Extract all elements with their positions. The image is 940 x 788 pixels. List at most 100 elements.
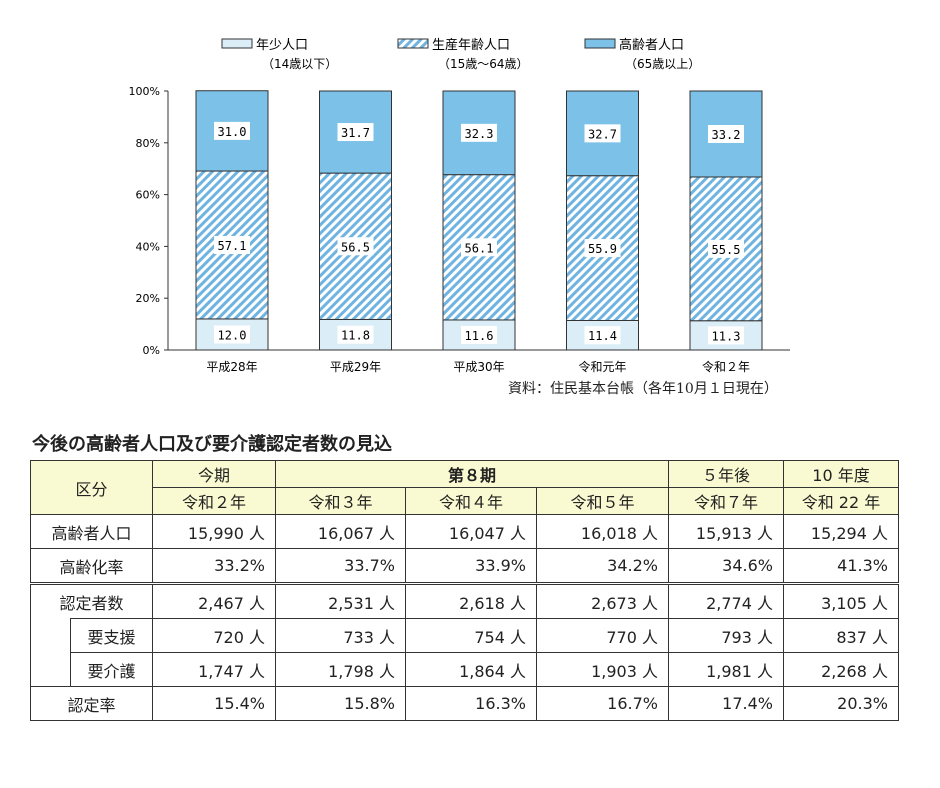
legend-swatch bbox=[584, 38, 616, 49]
year-header: 令和４年 bbox=[405, 487, 537, 515]
data-label: 32.3 bbox=[465, 127, 494, 141]
data-label: 57.1 bbox=[218, 239, 247, 253]
data-label-bg bbox=[214, 235, 250, 254]
data-label-bg bbox=[461, 238, 497, 257]
table-cell: 17.4% bbox=[668, 686, 784, 721]
year-header: 令和 22 年 bbox=[783, 487, 899, 515]
data-label-bg bbox=[461, 325, 497, 344]
table-cell: 16,018 人 bbox=[536, 514, 669, 549]
population-chart: 0% 20% 40% 60% 80% 100% 12.0 57.1 31.0 平成28年 11.8 5… bbox=[129, 37, 790, 374]
table-cell: 33.9% bbox=[405, 548, 537, 584]
table-cell: 754 人 bbox=[405, 618, 537, 653]
row-label: 要介護 bbox=[70, 652, 153, 687]
table-cell: 1,864 人 bbox=[405, 652, 537, 687]
table-cell: 720 人 bbox=[152, 618, 276, 653]
table-cell: 16,067 人 bbox=[275, 514, 406, 549]
data-label-bg bbox=[461, 123, 497, 142]
data-label: 11.4 bbox=[588, 329, 617, 343]
table-cell: 16.3% bbox=[405, 686, 537, 721]
data-label: 56.1 bbox=[465, 241, 494, 255]
indent-spacer bbox=[30, 618, 71, 687]
projection-table: 区分 今期 第８期 ５年後 10 年度 令和２年 令和３年 令和４年 令和５年 令和７年… bbox=[30, 460, 899, 721]
group-8th: 第８期 bbox=[275, 460, 669, 488]
y-tick-label: 100% bbox=[129, 85, 160, 98]
row-label: 高齢化率 bbox=[30, 548, 153, 584]
table-cell: 2,467 人 bbox=[152, 582, 276, 619]
table-cell: 15,294 人 bbox=[783, 514, 899, 549]
y-tick-label: 0% bbox=[143, 344, 160, 357]
table-cell: 733 人 bbox=[275, 618, 406, 653]
data-label-bg bbox=[584, 124, 621, 143]
legend-sublabel: （65歳以上） bbox=[625, 57, 700, 71]
data-label: 55.5 bbox=[712, 243, 741, 257]
x-tick-label: 平成30年 bbox=[453, 360, 504, 374]
group-10y: 10 年度 bbox=[783, 460, 899, 488]
table-cell: 2,774 人 bbox=[668, 582, 784, 619]
row-label: 認定率 bbox=[30, 686, 153, 721]
data-label: 11.8 bbox=[341, 329, 370, 343]
y-tick-label: 80% bbox=[136, 137, 160, 150]
header-kubun: 区分 bbox=[30, 460, 153, 515]
data-label: 33.2 bbox=[712, 128, 741, 142]
data-label-bg bbox=[708, 326, 744, 345]
data-label-bg bbox=[337, 237, 374, 256]
data-label-bg bbox=[214, 121, 250, 140]
table-cell: 2,531 人 bbox=[275, 582, 406, 619]
table-cell: 2,618 人 bbox=[405, 582, 537, 619]
year-header: 令和２年 bbox=[152, 487, 276, 515]
row-label: 要支援 bbox=[70, 618, 153, 653]
data-label-bg bbox=[337, 325, 374, 344]
table-cell: 1,903 人 bbox=[536, 652, 669, 687]
data-label: 55.9 bbox=[588, 242, 617, 256]
data-label-bg bbox=[708, 239, 744, 258]
table-cell: 1,981 人 bbox=[668, 652, 784, 687]
row-label: 認定者数 bbox=[30, 582, 153, 619]
legend-label: 年少人口 bbox=[256, 38, 308, 53]
legend-label: 高齢者人口 bbox=[619, 37, 684, 53]
data-label-bg bbox=[584, 326, 621, 345]
legend-swatch bbox=[397, 38, 429, 49]
legend-sublabel: （14歳以下） bbox=[262, 57, 337, 71]
table-title: 今後の高齢者人口及び要介護認定者数の見込 bbox=[32, 434, 392, 455]
data-label-bg bbox=[708, 124, 744, 143]
data-label-bg bbox=[214, 325, 250, 344]
data-label: 11.3 bbox=[712, 329, 741, 343]
legend-sublabel: （15歳～64歳） bbox=[438, 57, 529, 71]
data-label: 32.7 bbox=[588, 127, 617, 141]
year-header: 令和７年 bbox=[668, 487, 784, 515]
y-tick-label: 40% bbox=[136, 240, 160, 253]
table-cell: 16,047 人 bbox=[405, 514, 537, 549]
table-cell: 34.6% bbox=[668, 548, 784, 584]
year-header: 令和５年 bbox=[536, 487, 669, 515]
table-cell: 837 人 bbox=[783, 618, 899, 653]
x-tick-label: 令和元年 bbox=[578, 359, 626, 374]
source-note: 資料：住民基本台帳（各年10月１日現在） bbox=[508, 381, 778, 397]
row-label: 高齢者人口 bbox=[30, 514, 153, 549]
table-cell: 15,990 人 bbox=[152, 514, 276, 549]
group-current: 今期 bbox=[152, 460, 276, 488]
table-cell: 1,798 人 bbox=[275, 652, 406, 687]
data-label: 56.5 bbox=[341, 240, 370, 254]
table-cell: 1,747 人 bbox=[152, 652, 276, 687]
group-5y: ５年後 bbox=[668, 460, 784, 488]
x-tick-label: 平成29年 bbox=[330, 360, 381, 374]
year-header: 令和３年 bbox=[275, 487, 406, 515]
table-cell: 15.8% bbox=[275, 686, 406, 721]
data-label: 11.6 bbox=[465, 329, 494, 343]
data-label: 31.0 bbox=[218, 125, 247, 139]
x-tick-label: 平成28年 bbox=[206, 360, 257, 374]
table-cell: 16.7% bbox=[536, 686, 669, 721]
legend-label: 生産年齢人口 bbox=[432, 37, 510, 53]
table-cell: 793 人 bbox=[668, 618, 784, 653]
data-label: 12.0 bbox=[218, 328, 247, 342]
table-cell: 2,673 人 bbox=[536, 582, 669, 619]
table-cell: 33.2% bbox=[152, 548, 276, 584]
data-label: 31.7 bbox=[341, 126, 370, 140]
table-cell: 3,105 人 bbox=[783, 582, 899, 619]
table-cell: 770 人 bbox=[536, 618, 669, 653]
data-label-bg bbox=[584, 239, 621, 258]
table-cell: 33.7% bbox=[275, 548, 406, 584]
table-cell: 15.4% bbox=[152, 686, 276, 721]
table-cell: 2,268 人 bbox=[783, 652, 899, 687]
x-tick-label: 令和２年 bbox=[702, 359, 750, 374]
